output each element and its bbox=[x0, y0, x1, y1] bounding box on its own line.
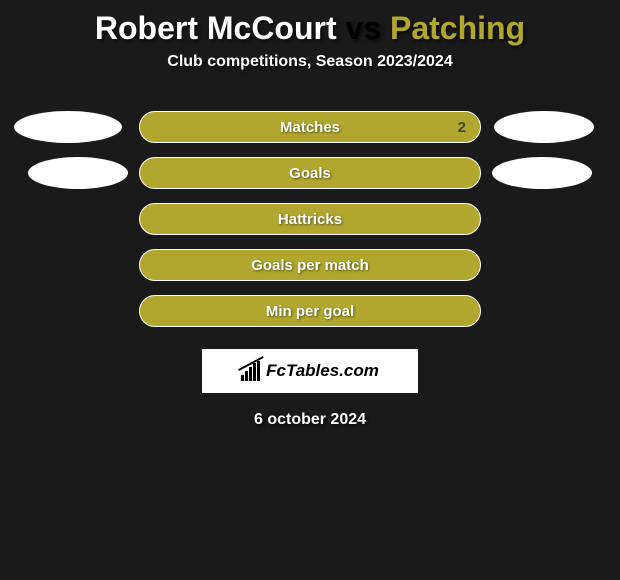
stat-row: Min per goal bbox=[8, 295, 612, 327]
stat-label: Min per goal bbox=[266, 303, 354, 320]
left-ellipse bbox=[28, 157, 128, 189]
stat-row: Goals bbox=[8, 157, 612, 189]
comparison-title: Robert McCourt vs Patching bbox=[0, 0, 620, 53]
player1-name: Robert McCourt bbox=[95, 10, 337, 46]
subtitle-text: Club competitions, Season 2023/2024 bbox=[0, 53, 620, 111]
player2-name: Patching bbox=[390, 10, 525, 46]
stat-bar: Goals per match bbox=[139, 249, 481, 281]
stat-label: Goals bbox=[289, 165, 331, 182]
vs-text: vs bbox=[337, 10, 390, 46]
stat-rows: Matches 2 Goals Hattricks Goals per match Min… bbox=[0, 111, 620, 327]
stat-bar: Min per goal bbox=[139, 295, 481, 327]
source-logo: FcTables.com bbox=[202, 349, 418, 393]
chart-icon bbox=[241, 361, 260, 381]
stat-row: Matches 2 bbox=[8, 111, 612, 143]
left-ellipse bbox=[14, 111, 122, 143]
stat-label: Matches bbox=[280, 119, 340, 136]
stat-bar: Matches 2 bbox=[139, 111, 481, 143]
stat-label: Hattricks bbox=[278, 211, 342, 228]
stat-row: Hattricks bbox=[8, 203, 612, 235]
stat-bar: Goals bbox=[139, 157, 481, 189]
stat-label: Goals per match bbox=[251, 257, 369, 274]
comparison-widget: Robert McCourt vs Patching Club competit… bbox=[0, 0, 620, 429]
stat-bar: Hattricks bbox=[139, 203, 481, 235]
stat-value-right: 2 bbox=[458, 119, 466, 136]
right-ellipse bbox=[492, 157, 592, 189]
date-text: 6 october 2024 bbox=[0, 411, 620, 429]
right-ellipse bbox=[494, 111, 594, 143]
logo-text: FcTables.com bbox=[266, 361, 379, 381]
stat-row: Goals per match bbox=[8, 249, 612, 281]
